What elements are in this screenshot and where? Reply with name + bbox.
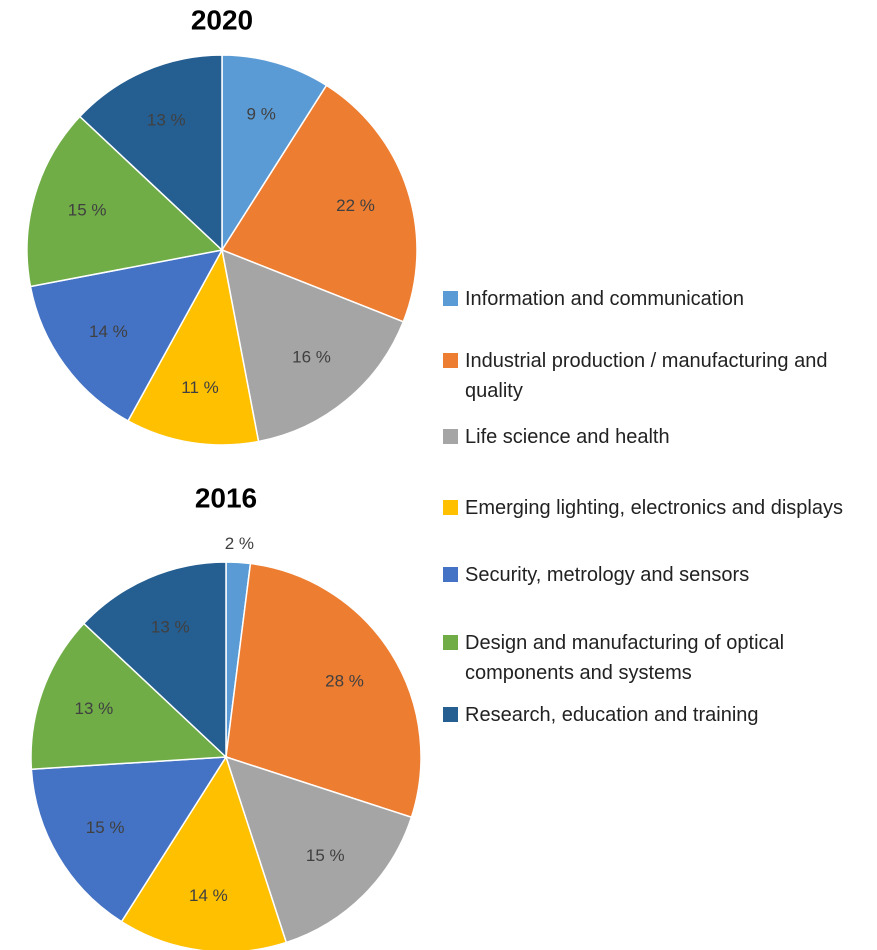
data-label: 2 % — [225, 534, 254, 553]
pie-slice — [30, 622, 228, 771]
pie-slice — [78, 54, 223, 252]
data-label: 16 % — [292, 348, 331, 367]
data-label: 9 % — [247, 105, 276, 124]
legend-swatch — [443, 567, 458, 582]
legend-item: Information and communication — [443, 284, 863, 314]
pie-slice — [225, 562, 422, 819]
pie-slice — [30, 756, 228, 923]
data-label: 22 % — [336, 196, 375, 215]
legend-label: Industrial production / manufacturing an… — [465, 350, 828, 402]
chart-title: 2016 — [195, 482, 257, 513]
chart-title: 2020 — [191, 4, 253, 35]
data-label: 13 % — [75, 699, 114, 718]
data-label: 14 % — [89, 322, 128, 341]
data-label: 11 % — [181, 378, 219, 397]
legend-swatch — [443, 291, 458, 306]
legend-label: Emerging lighting, electronics and displ… — [465, 497, 843, 519]
legend-item: Life science and health — [443, 422, 863, 452]
legend-item: Industrial production / manufacturing an… — [443, 346, 863, 406]
data-label: 15 % — [68, 200, 107, 219]
data-label: 28 % — [325, 671, 364, 690]
pie-slice — [221, 248, 405, 443]
legend-swatch — [443, 429, 458, 444]
pie-slice — [221, 54, 328, 253]
legend-label: Research, education and training — [465, 704, 759, 726]
legend-item: Security, metrology and sensors — [443, 560, 863, 590]
data-label: 13 % — [147, 111, 186, 130]
pie-slice — [224, 755, 413, 944]
pie-slice — [82, 561, 227, 759]
data-label: 15 % — [86, 818, 125, 837]
legend-swatch — [443, 707, 458, 722]
legend-label: Life science and health — [465, 426, 670, 448]
pie-slice — [29, 248, 224, 422]
pie-slice — [220, 84, 418, 323]
legend-item: Design and manufacturing of optical comp… — [443, 628, 863, 688]
pie-slice — [127, 247, 260, 446]
data-label: 13 % — [151, 618, 190, 637]
legend-label: Design and manufacturing of optical comp… — [465, 632, 785, 684]
legend-item: Emerging lighting, electronics and displ… — [443, 493, 863, 523]
data-label: 15 % — [306, 846, 345, 865]
legend-swatch — [443, 500, 458, 515]
data-label: 14 % — [189, 886, 228, 905]
legend-label: Information and communication — [465, 288, 745, 310]
pie-slice — [120, 755, 288, 950]
legend-item: Research, education and training — [443, 700, 863, 730]
legend-label: Security, metrology and sensors — [465, 564, 750, 586]
legend-swatch — [443, 635, 458, 650]
pie-slice — [26, 115, 224, 288]
legend-swatch — [443, 353, 458, 368]
